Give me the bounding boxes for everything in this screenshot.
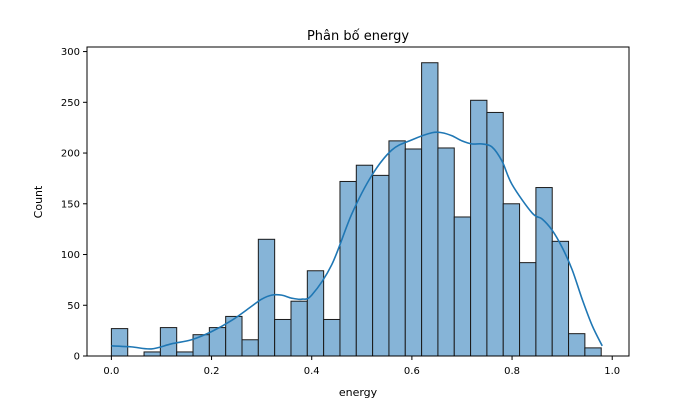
- histogram-bar: [502, 203, 521, 357]
- y-tick-label: 200: [61, 149, 80, 160]
- histogram-bar: [584, 347, 602, 357]
- x-axis: 0.0 0.2 0.4 0.6 0.8 1.0: [103, 356, 620, 377]
- histogram-bars: [110, 62, 602, 357]
- histogram-bar: [453, 216, 472, 357]
- kde-line: [111, 131, 603, 350]
- y-tick-label: 50: [67, 301, 80, 312]
- histogram-bar: [290, 300, 308, 357]
- histogram-bar: [437, 147, 455, 357]
- histogram-bar: [257, 238, 276, 357]
- histogram-bar: [519, 262, 537, 357]
- y-tick-label: 0: [74, 352, 80, 363]
- y-tick-label: 300: [61, 47, 80, 58]
- kde-curve-group: [111, 131, 603, 350]
- x-tick-label: 0.4: [304, 366, 320, 377]
- histogram-bar: [241, 339, 259, 357]
- histogram-bar: [568, 333, 586, 357]
- plot-frame: [86, 46, 630, 357]
- histogram-bar: [355, 164, 374, 357]
- histogram-bar: [274, 318, 292, 357]
- y-tick-label: 150: [61, 199, 80, 210]
- chart-title: Phân bố energy: [307, 29, 409, 44]
- y-tick-label: 250: [61, 98, 80, 109]
- x-tick-label: 0.2: [204, 366, 220, 377]
- histogram-bar: [372, 174, 390, 357]
- x-tick-label: 0.8: [504, 366, 520, 377]
- histogram-bar: [176, 351, 194, 357]
- histogram-bar: [470, 99, 488, 357]
- x-tick-label: 0.6: [404, 366, 420, 377]
- histogram-bar: [159, 327, 178, 357]
- histogram-bar: [551, 240, 570, 357]
- histogram-bar: [110, 328, 129, 357]
- histogram-bar: [143, 351, 161, 357]
- y-tick-label: 100: [61, 250, 80, 261]
- histogram-bar: [323, 318, 341, 357]
- x-axis-label: energy: [339, 386, 378, 399]
- histogram-bar: [421, 62, 439, 357]
- histogram-bar: [388, 140, 406, 357]
- y-axis-label: Count: [32, 185, 45, 218]
- histogram-bar: [404, 148, 423, 357]
- x-tick-label: 1.0: [604, 366, 620, 377]
- histogram-bar: [535, 187, 553, 357]
- y-axis: 0 50 100 150 200 250 300: [61, 47, 87, 363]
- x-tick-label: 0.0: [103, 366, 119, 377]
